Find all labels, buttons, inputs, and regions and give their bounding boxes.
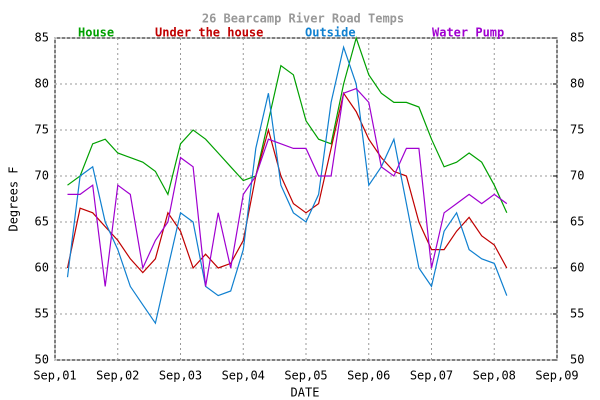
x-tick-label: Sep,02 — [96, 369, 139, 383]
legend-entry: Under the house — [155, 26, 263, 40]
x-tick-label: Sep,06 — [347, 369, 390, 383]
y2-tick-label: 65 — [570, 215, 584, 229]
x-tick-label: Sep,09 — [535, 369, 578, 383]
y-tick-label: 80 — [35, 77, 49, 91]
x-tick-label: Sep,01 — [33, 369, 76, 383]
y2-tick-label: 60 — [570, 261, 584, 275]
y-tick-label: 65 — [35, 215, 49, 229]
x-tick-label: Sep,07 — [410, 369, 453, 383]
legend-entry: Outside — [305, 26, 356, 40]
y2-tick-label: 50 — [570, 353, 584, 367]
y-tick-label: 50 — [35, 353, 49, 367]
x-tick-label: Sep,03 — [159, 369, 202, 383]
series-line — [66, 45, 508, 325]
y-axis-label: Degrees F — [7, 166, 21, 231]
y2-tick-label: 55 — [570, 307, 584, 321]
series-line — [67, 87, 508, 287]
series-line — [67, 35, 508, 214]
y-tick-label: 75 — [35, 123, 49, 137]
legend-entry: Water Pump — [432, 26, 504, 40]
y2-tick-label: 85 — [570, 31, 584, 45]
series-line — [66, 91, 508, 274]
x-axis-label: DATE — [291, 386, 320, 400]
y-tick-label: 60 — [35, 261, 49, 275]
chart-title: 26 Bearcamp River Road Temps — [202, 12, 404, 26]
y-tick-label: 55 — [35, 307, 49, 321]
y2-tick-label: 80 — [570, 77, 584, 91]
x-tick-label: Sep,08 — [473, 369, 516, 383]
y2-tick-label: 75 — [570, 123, 584, 137]
x-tick-label: Sep,05 — [284, 369, 327, 383]
legend-entry: House — [78, 26, 114, 40]
x-tick-label: Sep,04 — [222, 369, 265, 383]
y-tick-label: 85 — [35, 31, 49, 45]
y2-tick-label: 70 — [570, 169, 584, 183]
y-tick-label: 70 — [35, 169, 49, 183]
